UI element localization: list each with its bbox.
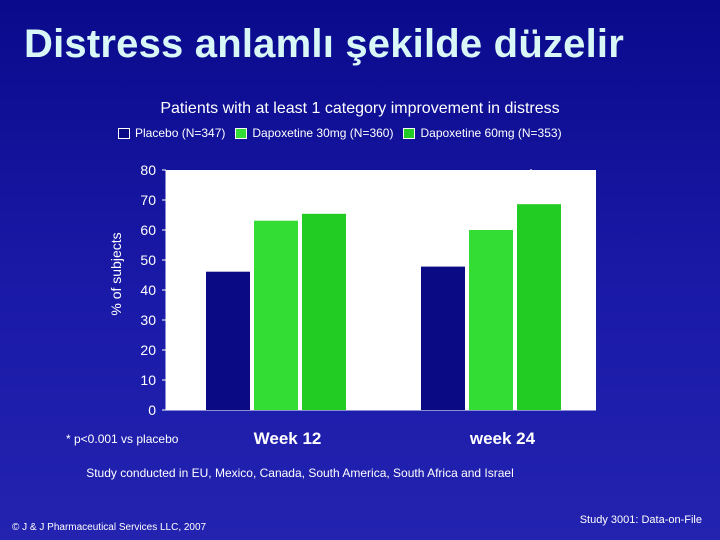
y-tick-label: 0 — [148, 402, 156, 418]
study-note: Study conducted in EU, Mexico, Canada, S… — [86, 466, 514, 480]
significance-marker: * — [480, 193, 486, 210]
legend-label-dapoxetine-30: Dapoxetine 30mg (N=360) — [252, 126, 394, 140]
legend-item-dapoxetine-60: Dapoxetine 60mg (N=353) — [403, 126, 562, 140]
value-label-placebo-1: 46,1 — [216, 251, 247, 268]
value-label-dapoxetine-60-2: 68,6 — [525, 183, 556, 200]
y-axis-label: % of subjects — [108, 232, 124, 315]
legend-label-placebo: Placebo (N=347) — [135, 126, 226, 140]
chart-title: Patients with at least 1 category improv… — [160, 100, 560, 117]
value-label-dapoxetine-60-1: 65,4 — [310, 193, 341, 210]
y-tick-label: 70 — [140, 192, 156, 208]
data-source: Study 3001: Data-on-File — [579, 514, 702, 526]
category-label: Week 12 — [254, 429, 322, 448]
legend-swatch-dapoxetine-30 — [235, 127, 248, 139]
bar-placebo-2 — [421, 266, 465, 410]
bar-dapoxetine-60-2 — [517, 204, 561, 410]
bar-placebo-1 — [206, 271, 250, 410]
bar-dapoxetine-30-1 — [254, 220, 298, 410]
legend-swatch-placebo — [118, 127, 130, 139]
significance-footnote: * p<0.001 vs placebo — [66, 432, 179, 446]
y-tick-label: 80 — [140, 162, 156, 178]
significance-marker: * — [313, 177, 319, 194]
value-label-placebo-2: 47,8 — [431, 246, 462, 263]
bars — [206, 204, 561, 410]
significance-marker: * — [528, 167, 534, 184]
category-labels: Week 12 week 24 — [254, 429, 536, 448]
y-tick-label: 50 — [140, 252, 156, 268]
y-tick-label: 10 — [140, 372, 156, 388]
legend-item-dapoxetine-30: Dapoxetine 30mg (N=360) — [235, 126, 393, 140]
legend-swatch-dapoxetine-60 — [403, 127, 416, 139]
slide-title: Distress anlamlı şekilde düzelir — [24, 22, 624, 66]
copyright: © J & J Pharmaceutical Services LLC, 200… — [12, 522, 207, 533]
category-label: week 24 — [469, 429, 536, 448]
significance-marker: * — [265, 184, 271, 201]
value-label-dapoxetine-30-1: 63,1 — [262, 200, 293, 217]
bar-dapoxetine-30-2 — [469, 230, 513, 410]
y-tick-label: 30 — [140, 312, 156, 328]
y-tick-label: 20 — [140, 342, 156, 358]
value-label-dapoxetine-30-2: 60 — [484, 209, 502, 226]
legend-item-placebo: Placebo (N=347) — [118, 126, 225, 140]
chart-legend: Placebo (N=347) Dapoxetine 30mg (N=360) … — [118, 126, 562, 140]
y-tick-label: 40 — [140, 282, 156, 298]
bar-dapoxetine-60-1 — [302, 213, 346, 410]
y-tick-labels: 0 10 20 30 40 50 60 70 80 — [140, 162, 166, 418]
legend-label-dapoxetine-60: Dapoxetine 60mg (N=353) — [420, 126, 562, 140]
y-tick-label: 60 — [140, 222, 156, 238]
value-labels: 46,163,1*65,4*47,860*68,6* — [216, 167, 556, 268]
